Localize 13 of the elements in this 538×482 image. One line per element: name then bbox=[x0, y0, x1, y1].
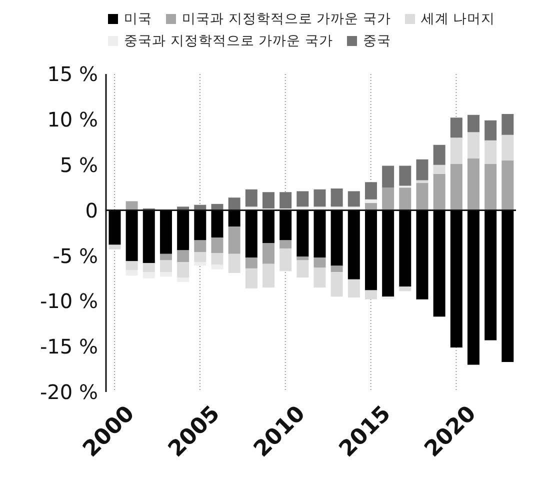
y-tick-label: 5 % bbox=[60, 152, 98, 177]
y-tick-label: 10 % bbox=[47, 108, 98, 132]
y-tick-label: -10 % bbox=[40, 289, 98, 314]
legend-label: 중국 bbox=[362, 32, 391, 50]
y-tick-label: -20 % bbox=[40, 380, 98, 404]
y-tick-label: -5 % bbox=[52, 244, 98, 268]
y-tick-label: 15 % bbox=[47, 62, 98, 86]
legend-label: 미국과 지정학적으로 가까운 국가 bbox=[182, 10, 391, 28]
legend-label: 세계 나머지 bbox=[420, 10, 496, 28]
legend-label: 미국 bbox=[124, 10, 152, 28]
y-tick-label: -15 % bbox=[40, 334, 98, 359]
legend-label: 중국과 지정학적으로 가까운 국가 bbox=[124, 32, 333, 50]
y-tick-label: 0 bbox=[85, 198, 98, 222]
